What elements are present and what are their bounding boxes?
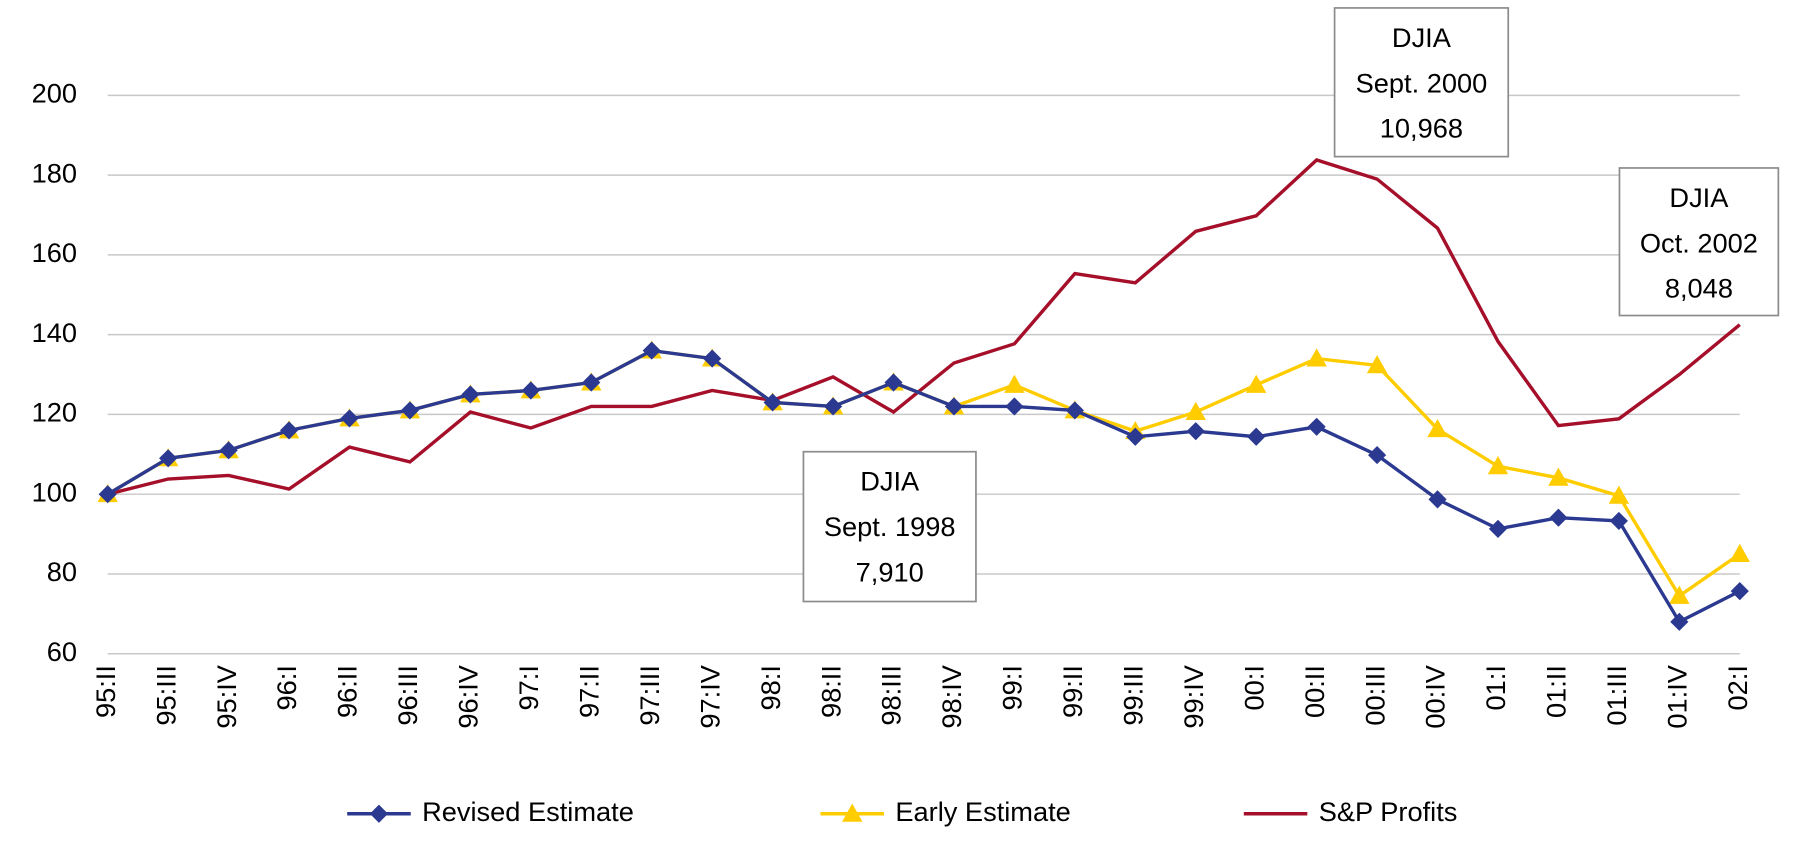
x-tick-label: 02:I [1722,665,1753,710]
x-tick-label: 99:IV [1178,664,1209,728]
marker [1549,508,1568,527]
legend-label: Early Estimate [895,796,1070,827]
x-tick-label: 00:IV [1420,664,1451,728]
x-tick-label: 96:I [271,665,302,710]
x-tick-label: 97:IV [694,664,725,728]
legend-item: Revised Estimate [347,796,634,827]
marker [1488,519,1508,538]
annotation-text: 8,048 [1665,273,1733,304]
annotation-text: 7,910 [856,556,924,587]
annotation-box [802,450,977,603]
legend-label: Revised Estimate [422,796,634,827]
y-tick-label: 180 [32,157,77,188]
annotation-box [1333,7,1510,158]
y-tick-label: 120 [32,397,77,428]
annotation-text: 10,968 [1380,113,1463,144]
annotation-text: Oct. 2002 [1640,227,1758,258]
marker [461,385,480,404]
marker [219,441,238,460]
x-tick-label: 96:IV [453,664,484,728]
y-tick-label: 140 [32,317,77,348]
marker [1004,374,1025,393]
marker [1247,427,1266,446]
marker [98,485,117,504]
marker [1005,397,1024,416]
x-tick-label: 99:III [1117,665,1148,726]
x-tick-label: 96:II [332,665,363,718]
annotation-text: DJIA [1392,22,1452,53]
marker [159,449,178,468]
marker [1730,582,1749,601]
series-line [106,348,1741,625]
x-tick-label: 01:III [1601,665,1632,726]
legend-item: S&P Profits [1243,796,1458,827]
x-tick-label: 01:IV [1662,664,1693,728]
marker [1608,485,1630,504]
x-tick-label: 97:III [634,665,665,726]
marker [1126,427,1145,446]
y-tick-label: 200 [32,78,77,109]
marker [1306,348,1327,367]
legend-label: S&P Profits [1319,796,1458,827]
x-tick-label: 95:II [90,665,121,718]
y-tick-label: 160 [32,237,77,268]
x-tick-label: 99:II [1057,665,1088,718]
annotation-text: Sept. 1998 [824,511,956,542]
marker [369,804,389,823]
marker [842,803,863,822]
marker [1669,585,1690,604]
marker [400,401,420,420]
x-tick-label: 98:III [876,665,907,726]
marker [340,409,359,428]
x-tick-label: 01:I [1480,665,1511,710]
x-tick-label: 96:III [392,665,423,726]
marker [1729,543,1750,562]
y-tick-label: 80 [47,556,77,587]
marker [1185,401,1206,420]
x-tick-label: 98:I [755,665,786,710]
marker [1186,422,1205,441]
marker [1245,374,1267,393]
marker [1065,401,1084,420]
annotation-text: Sept. 2000 [1356,67,1488,98]
marker [1609,511,1628,530]
x-tick-label: 01:II [1541,665,1572,718]
x-tick-label: 97:II [573,665,604,718]
x-tick-label: 00:I [1238,665,1269,710]
annotation-text: DJIA [1669,182,1729,213]
marker [1670,612,1689,631]
marker [1427,418,1448,438]
x-tick-label: 95:IV [211,664,242,728]
y-tick-label: 100 [32,476,77,507]
x-tick-label: 00:III [1359,665,1390,726]
x-tick-label: 00:II [1299,665,1330,718]
marker [1487,456,1509,475]
x-tick-label: 97:I [513,665,544,710]
marker [1548,467,1569,486]
marker [1307,417,1326,436]
x-tick-label: 95:III [150,665,181,726]
legend-item: Early Estimate [820,796,1071,827]
annotation-box [1618,167,1780,317]
y-tick-label: 60 [47,636,77,667]
x-tick-label: 99:I [997,665,1028,710]
annotation-text: DJIA [860,466,920,497]
marker [944,397,964,416]
x-tick-label: 98:IV [936,664,967,728]
marker [1366,355,1388,374]
x-tick-label: 98:II [815,665,846,718]
series-line [107,158,1741,496]
